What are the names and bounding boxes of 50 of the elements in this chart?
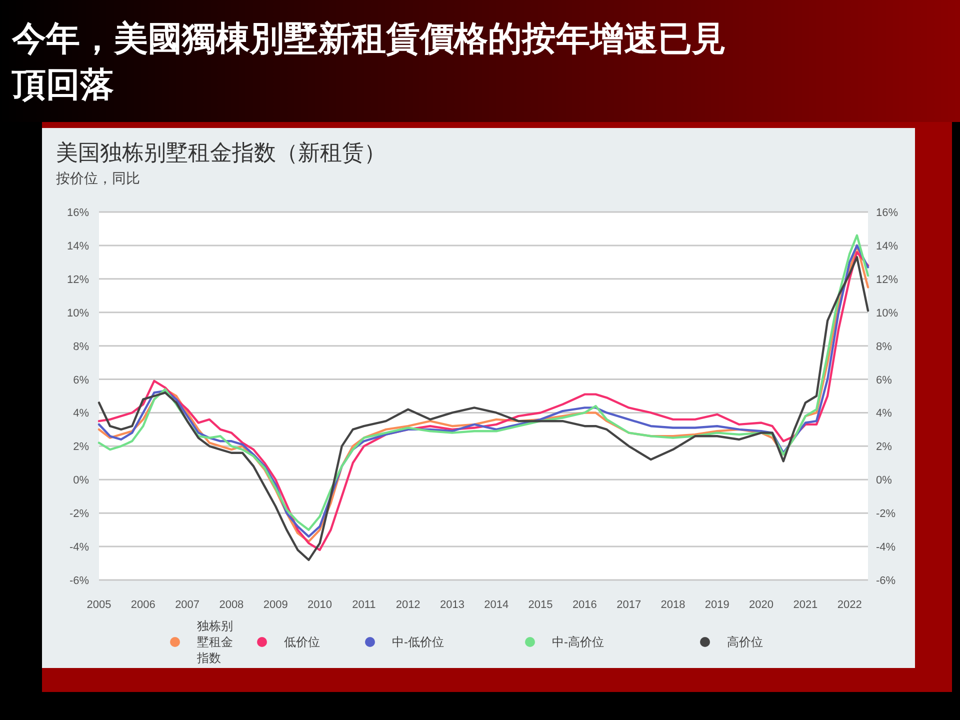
y2-tick-label: 6%	[876, 374, 892, 386]
y-tick-label: 10%	[66, 307, 90, 320]
x-tick-label: 2020	[749, 599, 774, 611]
y2-tick-label: 2%	[876, 441, 892, 454]
y-tick-label: 6%	[73, 374, 90, 386]
y-tick-label: 16%	[66, 207, 90, 219]
x-tick-label: 2022	[837, 599, 862, 611]
y-tick-label: 12%	[66, 274, 90, 286]
y2-tick-label: -2%	[876, 508, 896, 520]
x-tick-label: 2010	[308, 599, 332, 611]
x-tick-label: 2021	[793, 599, 818, 611]
x-tick-label: 2014	[484, 599, 509, 611]
y2-tick-label: 12%	[876, 274, 898, 286]
legend-label: 独栋别墅租金指数	[196, 619, 233, 665]
legend-label: 低价位	[284, 635, 320, 649]
y-tick-label: 2%	[73, 441, 90, 454]
y-tick-label: 14%	[66, 240, 90, 252]
y-tick-label: -4%	[69, 542, 90, 554]
y2-tick-label: 16%	[876, 207, 898, 219]
y2-tick-label: 4%	[876, 408, 892, 420]
y-tick-label: -6%	[69, 575, 90, 587]
x-tick-label: 2018	[660, 599, 686, 611]
x-tick-label: 2011	[352, 599, 376, 611]
x-tick-label: 2006	[130, 599, 156, 611]
x-tick-label: 2005	[86, 599, 112, 611]
x-tick-label: 2012	[396, 599, 420, 611]
x-tick-label: 2007	[175, 599, 200, 611]
x-tick-label: 2013	[440, 599, 464, 611]
y2-tick-label: 14%	[876, 240, 898, 252]
x-tick-label: 2009	[263, 599, 288, 611]
chart-title: 今年，美國獨棟別墅新租賃價格的按年增速已見頂回落	[11, 20, 726, 104]
x-tick-label: 2008	[219, 599, 244, 611]
y2-tick-label: 8%	[876, 340, 892, 353]
legend-label: 中-低价位	[392, 635, 444, 649]
legend-label: 中-高价位	[552, 635, 604, 649]
y-tick-label: 8%	[73, 340, 90, 353]
x-tick-label: 2016	[572, 599, 597, 611]
y-tick-label: 4%	[73, 408, 90, 420]
x-tick-label: 2015	[528, 599, 553, 611]
y-tick-label: -2%	[69, 508, 90, 520]
legend-label: 高价位	[727, 635, 763, 649]
x-tick-label: 2019	[704, 599, 730, 611]
y2-tick-label: 0%	[876, 474, 892, 487]
x-tick-label: 2017	[616, 599, 642, 611]
y2-tick-label: -6%	[876, 575, 896, 587]
y-tick-label: 0%	[73, 474, 90, 487]
y2-tick-label: -4%	[876, 542, 896, 554]
text: 按价位，同比	[56, 170, 140, 186]
y2-tick-label: 10%	[876, 307, 898, 320]
chart-subtitle: 美国独栋别墅租金指数（新租赁）	[56, 140, 386, 165]
